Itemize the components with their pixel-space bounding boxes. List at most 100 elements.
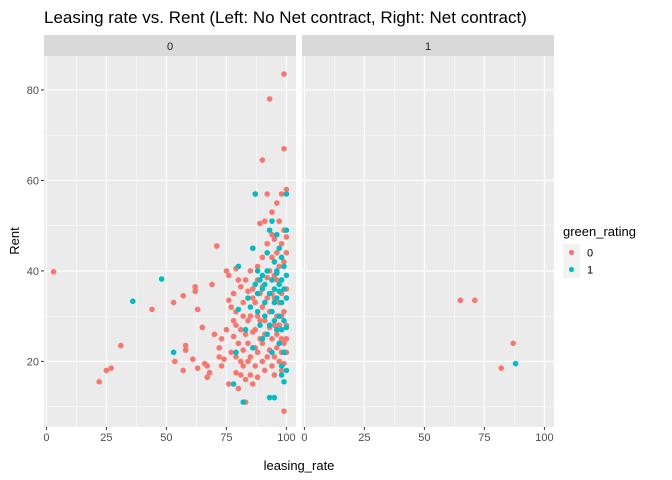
data-point-green-1 (271, 394, 278, 401)
y-tick-label: 80 (27, 85, 39, 97)
data-point-green-0 (264, 191, 271, 197)
data-point-green-1 (283, 367, 290, 374)
data-point-green-1 (512, 360, 519, 367)
data-point-green-0 (264, 295, 271, 301)
data-point-green-0 (235, 385, 242, 392)
panel-background-0 (44, 56, 296, 427)
data-point-green-0 (226, 272, 232, 279)
data-point-green-0 (278, 367, 285, 374)
data-point-green-1 (271, 317, 278, 324)
data-point-green-0 (242, 331, 249, 338)
x-tick-label: 100 (277, 432, 295, 444)
data-point-green-0 (204, 374, 210, 381)
x-tick-label: 0 (301, 432, 307, 444)
data-point-green-0 (510, 340, 516, 347)
data-point-green-0 (211, 331, 218, 338)
data-point-green-0 (247, 313, 254, 319)
data-point-green-1 (281, 263, 287, 270)
data-point-green-1 (252, 191, 258, 197)
data-point-green-0 (238, 358, 244, 365)
data-point-green-0 (278, 240, 285, 247)
data-point-green-0 (254, 263, 261, 270)
data-point-green-1 (262, 313, 268, 319)
data-point-green-1 (271, 286, 278, 292)
data-point-green-1 (281, 286, 287, 292)
data-point-green-0 (192, 288, 198, 295)
facet-panel-1: 1 (302, 35, 554, 427)
data-point-green-0 (233, 322, 239, 329)
facet-strip-label-1: 1 (425, 41, 431, 53)
data-point-green-0 (262, 367, 268, 374)
data-point-green-0 (259, 340, 266, 347)
data-point-green-0 (221, 356, 227, 362)
data-point-green-0 (235, 277, 242, 283)
x-tick-label: 25 (100, 432, 112, 444)
data-point-green-0 (216, 345, 222, 351)
data-point-green-1 (250, 245, 256, 252)
data-point-green-0 (228, 349, 234, 356)
x-tick-label: 100 (535, 432, 553, 444)
y-axis: 20 40 60 80 (27, 85, 44, 368)
legend-label-0: 0 (587, 248, 593, 260)
data-point-green-0 (247, 268, 254, 274)
data-point-green-0 (190, 356, 196, 362)
data-point-green-0 (247, 372, 254, 378)
data-point-green-1 (264, 331, 271, 338)
data-point-green-1 (233, 349, 239, 356)
data-point-green-0 (242, 376, 249, 383)
data-point-green-1 (281, 317, 287, 324)
data-point-green-1 (274, 326, 280, 333)
data-point-green-0 (262, 317, 268, 324)
x-axis-0: 0 25 50 75 100 (43, 427, 296, 444)
data-point-green-0 (240, 347, 246, 353)
data-point-green-0 (180, 292, 186, 299)
data-point-green-0 (245, 340, 251, 347)
data-point-green-1 (278, 372, 285, 378)
x-tick-label: 50 (160, 432, 172, 444)
legend-title: green_rating (563, 224, 636, 239)
data-point-green-0 (276, 218, 283, 224)
data-point-green-0 (194, 365, 201, 371)
data-point-green-0 (254, 313, 261, 319)
data-point-green-0 (228, 304, 234, 310)
data-point-green-0 (218, 363, 225, 369)
facet-strip-label-0: 0 (167, 41, 173, 53)
data-point-green-0 (182, 342, 189, 349)
data-point-green-0 (274, 250, 280, 256)
data-point-green-0 (242, 277, 249, 283)
data-point-green-0 (218, 335, 225, 342)
data-point-green-1 (278, 254, 285, 261)
data-point-green-1 (235, 263, 242, 270)
data-point-green-1 (274, 270, 280, 276)
points-1 (457, 297, 519, 371)
data-point-green-1 (262, 299, 268, 306)
x-tick-label: 75 (478, 432, 490, 444)
x-axis-title: leasing_rate (264, 458, 335, 473)
data-point-green-1 (264, 268, 271, 274)
data-point-green-0 (252, 326, 258, 333)
data-point-green-1 (252, 281, 258, 288)
legend: green_rating 0 1 (563, 224, 636, 278)
data-point-green-1 (245, 295, 251, 301)
data-point-green-0 (245, 317, 251, 324)
data-point-green-0 (96, 378, 102, 385)
data-point-green-0 (199, 324, 206, 331)
data-point-green-0 (223, 268, 230, 274)
data-point-green-0 (281, 259, 287, 265)
data-point-green-0 (271, 354, 278, 360)
data-point-green-1 (274, 231, 280, 238)
data-point-green-0 (233, 354, 239, 360)
data-point-green-0 (259, 304, 266, 310)
data-point-green-0 (269, 335, 275, 342)
data-point-green-1 (269, 218, 275, 224)
data-point-green-0 (283, 186, 290, 193)
data-point-green-0 (206, 369, 213, 376)
data-point-green-1 (278, 277, 285, 283)
data-point-green-0 (281, 408, 287, 414)
data-point-green-1 (240, 399, 246, 405)
data-point-green-1 (278, 326, 285, 333)
data-point-green-0 (274, 200, 280, 206)
data-point-green-0 (149, 306, 155, 313)
grid-1 (302, 56, 554, 427)
facet-strip-0 (44, 35, 296, 56)
